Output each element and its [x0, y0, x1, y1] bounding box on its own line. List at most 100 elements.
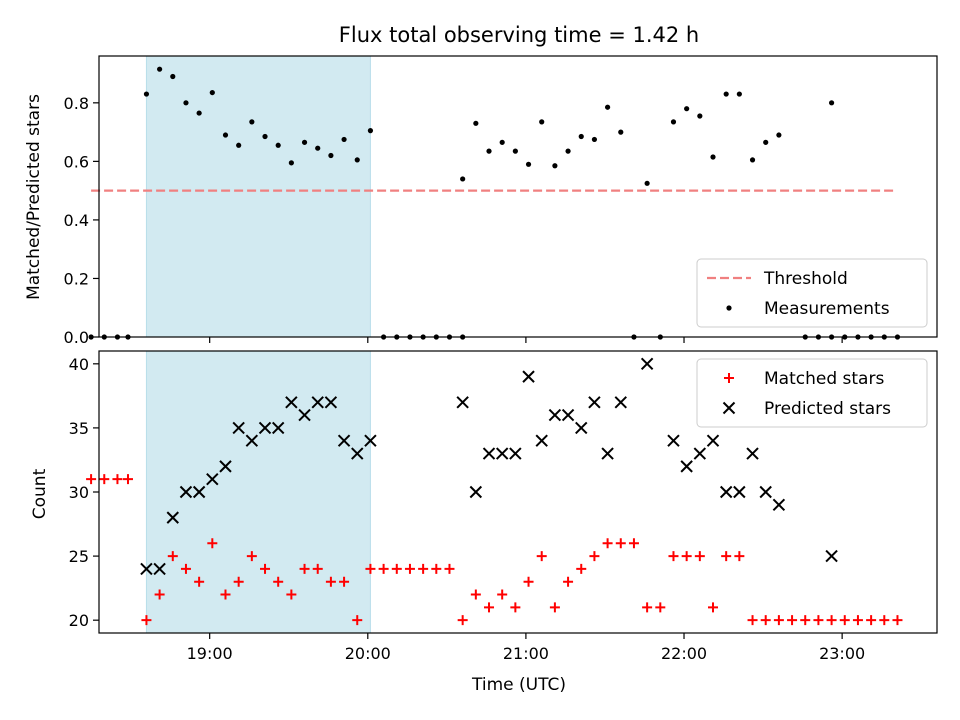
data-point	[495, 447, 509, 460]
data-point	[341, 136, 347, 143]
legend-swatch	[726, 305, 732, 311]
y-tick-label: 35	[69, 419, 89, 438]
data-point	[614, 396, 627, 409]
legend-label: Measurements	[764, 299, 890, 319]
y-tick-label: 0.2	[64, 269, 89, 288]
data-point	[499, 139, 505, 145]
data-point	[760, 615, 771, 626]
data-point	[549, 602, 560, 613]
data-point	[578, 133, 584, 140]
data-point	[510, 602, 521, 613]
data-point	[457, 615, 468, 626]
y-tick-label: 0.0	[64, 328, 89, 347]
y-tick-label: 0.4	[64, 211, 89, 230]
data-point	[640, 357, 654, 371]
data-point	[404, 563, 415, 574]
y-tick-label: 30	[69, 483, 89, 502]
data-point	[747, 615, 758, 626]
legend: Matched stars Predicted stars	[696, 358, 928, 428]
data-point	[591, 136, 598, 143]
data-point	[141, 615, 152, 626]
data-point	[892, 615, 903, 626]
data-point	[232, 421, 245, 435]
data-point	[192, 485, 206, 499]
x-tick-label: 21:00	[503, 644, 549, 663]
data-point	[535, 434, 548, 447]
data-point	[418, 563, 429, 574]
legend-label: Matched stars	[764, 369, 884, 389]
data-point	[179, 485, 193, 499]
data-point	[642, 602, 653, 613]
data-point	[694, 551, 705, 562]
data-point	[539, 119, 545, 125]
data-point	[273, 576, 284, 587]
data-point	[522, 370, 535, 383]
series-measurements	[88, 66, 901, 340]
data-point	[680, 460, 693, 473]
data-point	[565, 148, 571, 154]
data-point	[588, 396, 601, 409]
legend-box	[696, 258, 928, 328]
data-point	[879, 615, 890, 626]
data-point	[196, 110, 202, 116]
data-point	[575, 421, 588, 435]
legend-label: Predicted stars	[764, 399, 891, 419]
y-axis-label-bottom: Count	[30, 468, 50, 519]
data-point	[378, 563, 389, 574]
data-point	[484, 602, 495, 613]
y-tick-label: 0.6	[64, 152, 89, 171]
data-point	[312, 563, 323, 574]
data-point	[628, 538, 639, 549]
data-point	[734, 551, 745, 562]
data-point	[431, 563, 442, 574]
data-point	[206, 472, 219, 486]
data-point	[324, 396, 338, 409]
data-point	[618, 129, 624, 135]
data-point	[721, 551, 732, 562]
data-point	[697, 113, 703, 119]
x-tick-label: 23:00	[819, 644, 865, 663]
chart-title: Flux total observing time = 1.42 h	[339, 23, 699, 47]
data-point	[222, 132, 229, 138]
data-point	[246, 551, 257, 562]
data-point	[813, 615, 824, 626]
data-point	[258, 421, 272, 435]
data-point	[589, 551, 600, 562]
data-point	[140, 562, 153, 576]
data-point	[681, 551, 692, 562]
data-point	[509, 447, 522, 460]
data-point	[207, 538, 218, 549]
data-point	[602, 538, 613, 549]
data-point	[710, 154, 716, 160]
panel-count: 20 25 30 35 40 19:00 20:00 21:00 22:00 23:00 Match…	[69, 350, 938, 663]
data-point	[325, 576, 336, 587]
data-point	[800, 615, 811, 626]
data-point	[249, 119, 255, 125]
legend: Threshold Measurements	[696, 258, 928, 328]
data-point	[852, 615, 863, 626]
data-point	[736, 91, 742, 97]
data-point	[275, 142, 281, 148]
data-point	[153, 562, 166, 576]
data-point	[339, 576, 350, 587]
data-point	[719, 485, 733, 499]
legend-swatch	[722, 401, 736, 415]
series-predicted-stars	[140, 357, 838, 576]
data-point	[536, 551, 547, 562]
data-point	[772, 498, 786, 512]
data-point	[88, 334, 94, 340]
data-point	[470, 589, 481, 600]
data-point	[486, 148, 492, 154]
x-tick-label: 19:00	[187, 644, 233, 663]
data-point	[328, 152, 334, 159]
data-point	[497, 589, 508, 600]
data-point	[311, 396, 324, 409]
data-point	[828, 100, 835, 106]
data-point	[749, 157, 756, 163]
data-point	[667, 434, 680, 447]
axes-frame	[98, 55, 938, 338]
x-tick-label: 20:00	[345, 644, 391, 663]
data-point	[180, 563, 191, 574]
data-point	[337, 434, 351, 447]
